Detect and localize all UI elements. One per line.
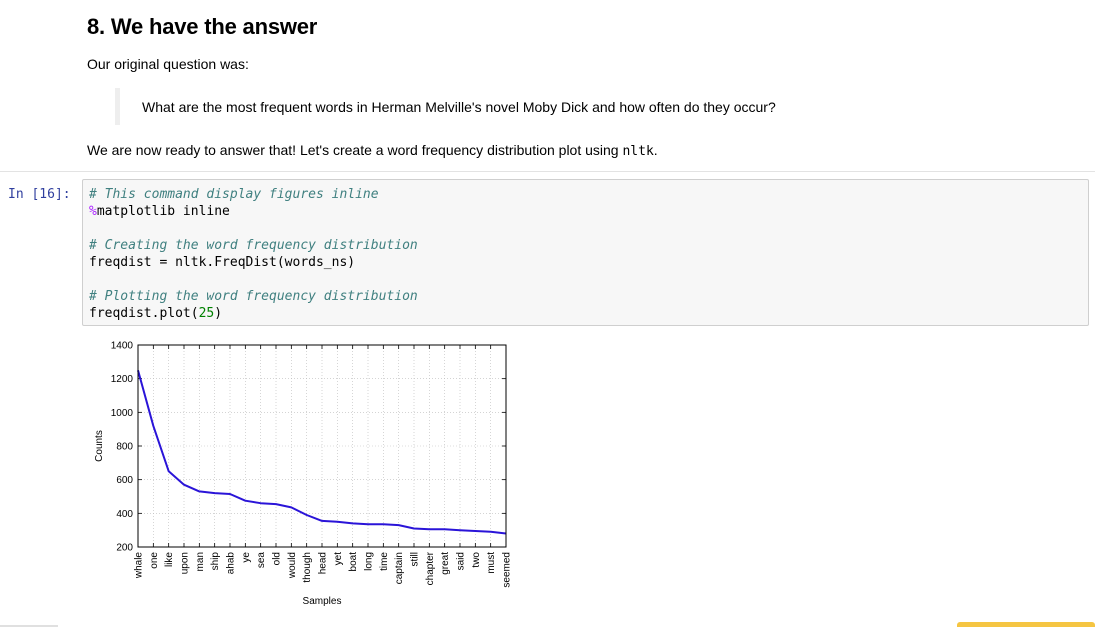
input-prompt: In [16]: xyxy=(8,187,71,202)
ready-text-end: . xyxy=(653,142,658,158)
x-tick-label: ship xyxy=(210,552,221,571)
code-line xyxy=(89,271,418,288)
x-tick-label: chapter xyxy=(425,551,436,585)
x-tick-label: though xyxy=(302,552,313,583)
code-line: freqdist.plot(25) xyxy=(89,305,418,322)
x-tick-label: like xyxy=(164,552,175,567)
x-tick-label: ye xyxy=(241,552,252,563)
x-tick-label: upon xyxy=(180,552,191,574)
scroll-indicator-left xyxy=(0,625,58,627)
plot-grid xyxy=(137,344,507,548)
x-tick-label: head xyxy=(318,552,329,574)
plot-frame xyxy=(137,344,507,548)
series-line xyxy=(137,370,507,535)
x-axis-label: Samples xyxy=(303,596,342,607)
code-token: ) xyxy=(214,306,223,321)
ready-text: We are now ready to answer that! Let's c… xyxy=(87,142,1087,159)
code-token: matplotlib inline xyxy=(96,204,230,219)
x-tick-label: said xyxy=(456,552,467,570)
y-axis-label: Counts xyxy=(94,430,105,462)
x-tick-label: man xyxy=(195,552,206,571)
x-tick-label: captain xyxy=(394,552,405,584)
intro-text: Our original question was: xyxy=(87,56,249,72)
code-lines[interactable]: # This command display figures inline %ma… xyxy=(89,186,418,322)
code-editor[interactable]: # This command display figures inline %ma… xyxy=(82,179,1089,326)
x-tick-label: one xyxy=(149,552,160,569)
y-tick-label: 1000 xyxy=(111,408,134,419)
code-token: % xyxy=(89,204,97,219)
x-tick-label: two xyxy=(471,552,482,568)
x-tick-label: still xyxy=(410,552,421,566)
x-tick-label: whale xyxy=(134,552,145,580)
y-tick-label: 1200 xyxy=(111,374,134,385)
y-tick-label: 400 xyxy=(116,509,133,520)
cell-divider xyxy=(0,171,1095,172)
x-tick-label: great xyxy=(440,552,451,575)
code-line: %matplotlib inline xyxy=(89,203,418,220)
y-tick-label: 600 xyxy=(116,475,133,486)
blockquote-text: What are the most frequent words in Herm… xyxy=(142,99,776,115)
ready-text-body: We are now ready to answer that! Let's c… xyxy=(87,142,623,158)
x-tick-label: boat xyxy=(348,552,359,572)
blockquote: What are the most frequent words in Herm… xyxy=(115,88,920,125)
x-tick-label: old xyxy=(272,552,283,565)
code-token: # This command display figures inline xyxy=(89,187,379,202)
notification-tab[interactable] xyxy=(957,622,1095,627)
markdown-heading: 8. We have the answer xyxy=(87,14,318,39)
code-token: 25 xyxy=(198,306,215,321)
y-tick-label: 800 xyxy=(116,442,133,453)
code-line: # This command display figures inline xyxy=(89,186,418,203)
code-line: freqdist = nltk.FreqDist(words_ns) xyxy=(89,254,418,271)
code-token: freqdist = nltk.FreqDist(words_ns) xyxy=(89,255,356,270)
x-tick-label: must xyxy=(486,552,497,574)
x-tick-label: seemed xyxy=(502,552,513,588)
x-tick-label: time xyxy=(379,552,390,571)
code-token: freqdist.plot( xyxy=(89,306,199,321)
code-token: # Plotting the word frequency distributi… xyxy=(89,289,418,304)
x-tick-labels: whale one like upon man ship ahab ye sea old would… xyxy=(134,551,513,587)
code-line xyxy=(89,220,418,237)
inline-code-nltk: nltk xyxy=(622,144,654,159)
x-tick-label: ahab xyxy=(226,552,237,575)
y-tick-label: 200 xyxy=(116,543,133,554)
code-token: # Creating the word frequency distributi… xyxy=(89,238,418,253)
y-tick-labels: 200 400 600 800 1000 1200 1400 xyxy=(111,341,134,554)
y-tick-label: 1400 xyxy=(111,341,134,352)
code-line: # Plotting the word frequency distributi… xyxy=(89,288,418,305)
frequency-plot: 200 400 600 800 1000 1200 1400 whale one like upo… xyxy=(94,341,513,608)
x-tick-label: sea xyxy=(256,552,267,569)
x-tick-label: yet xyxy=(333,552,344,566)
x-tick-label: long xyxy=(364,552,375,571)
code-line: # Creating the word frequency distributi… xyxy=(89,237,418,254)
x-tick-label: would xyxy=(287,552,298,579)
